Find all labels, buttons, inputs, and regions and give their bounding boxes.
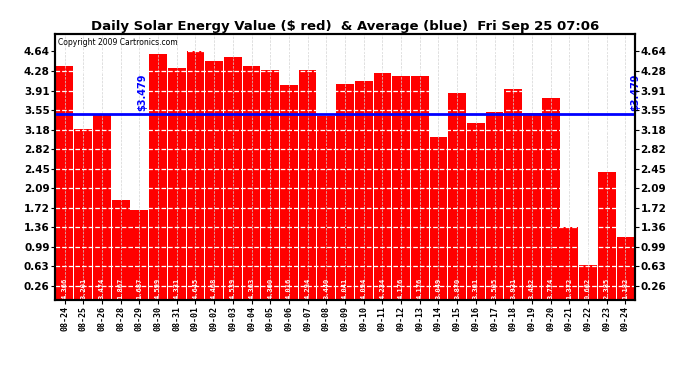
Text: 4.041: 4.041	[342, 278, 348, 299]
Text: 4.094: 4.094	[361, 278, 366, 299]
Bar	[130, 210, 148, 300]
Bar	[75, 129, 92, 300]
Bar	[486, 112, 504, 300]
Text: $3.479: $3.479	[630, 74, 640, 111]
Bar	[186, 51, 204, 300]
Text: 0.662: 0.662	[585, 278, 591, 299]
Text: 3.049: 3.049	[435, 278, 442, 299]
Text: 1.687: 1.687	[137, 278, 142, 299]
Text: 4.234: 4.234	[380, 278, 386, 299]
Bar	[262, 70, 279, 300]
Bar	[448, 93, 466, 300]
Text: 4.176: 4.176	[417, 278, 423, 299]
Bar	[299, 70, 317, 300]
Text: 3.931: 3.931	[511, 278, 516, 299]
Title: Daily Solar Energy Value ($ red)  & Average (blue)  Fri Sep 25 07:06: Daily Solar Energy Value ($ red) & Avera…	[91, 20, 599, 33]
Bar	[280, 85, 298, 300]
Bar	[598, 172, 615, 300]
Text: 4.468: 4.468	[211, 278, 217, 299]
Bar	[205, 61, 223, 300]
Text: 3.474: 3.474	[99, 278, 105, 299]
Bar	[523, 114, 541, 300]
Text: 1.182: 1.182	[622, 278, 629, 299]
Text: 2.385: 2.385	[604, 278, 610, 299]
Bar	[504, 89, 522, 300]
Bar	[56, 66, 73, 300]
Text: Copyright 2009 Cartronics.com: Copyright 2009 Cartronics.com	[58, 38, 178, 47]
Text: 4.331: 4.331	[174, 278, 179, 299]
Text: 1.372: 1.372	[566, 278, 573, 299]
Text: 4.016: 4.016	[286, 278, 292, 299]
Text: 3.505: 3.505	[491, 278, 497, 299]
Bar	[168, 68, 186, 300]
Bar	[560, 226, 578, 300]
Text: 3.870: 3.870	[454, 278, 460, 299]
Text: 4.366: 4.366	[61, 278, 68, 299]
Bar	[392, 76, 410, 300]
Text: $3.479: $3.479	[137, 74, 147, 111]
Text: 3.440: 3.440	[324, 278, 329, 299]
Bar	[149, 54, 167, 300]
Text: 3.482: 3.482	[529, 278, 535, 299]
Bar	[317, 116, 335, 300]
Bar	[93, 114, 111, 300]
Bar	[467, 123, 485, 300]
Bar	[617, 237, 634, 300]
Text: 4.539: 4.539	[230, 278, 236, 299]
Bar	[224, 57, 241, 300]
Bar	[243, 66, 260, 300]
Text: 4.294: 4.294	[304, 278, 310, 299]
Bar	[430, 136, 447, 300]
Bar	[336, 84, 354, 300]
Text: 4.176: 4.176	[398, 278, 404, 299]
Text: 4.599: 4.599	[155, 278, 161, 299]
Bar	[112, 200, 130, 300]
Text: 3.301: 3.301	[473, 278, 479, 299]
Bar	[542, 98, 560, 300]
Text: 1.867: 1.867	[117, 278, 124, 299]
Text: 4.645: 4.645	[193, 278, 199, 299]
Text: 4.300: 4.300	[267, 278, 273, 299]
Text: 3.774: 3.774	[548, 278, 553, 299]
Text: 3.201: 3.201	[80, 278, 86, 299]
Bar	[579, 264, 597, 300]
Bar	[411, 76, 428, 300]
Bar	[373, 73, 391, 300]
Bar	[355, 81, 373, 300]
Text: 4.363: 4.363	[248, 278, 255, 299]
